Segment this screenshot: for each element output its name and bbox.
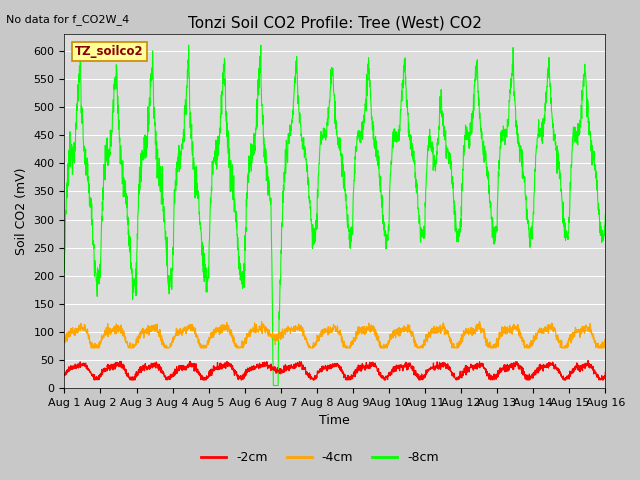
-8cm <box>554 164 562 170</box>
Line: -2cm: -2cm <box>65 360 605 380</box>
-4cm <box>362 324 370 329</box>
-2cm <box>602 370 609 375</box>
Title: Tonzi Soil CO2 Profile: Tree (West) CO2: Tonzi Soil CO2 Profile: Tree (West) CO2 <box>188 15 482 30</box>
-2cm <box>569 369 577 375</box>
-8cm <box>185 42 193 48</box>
-2cm <box>362 360 370 365</box>
-8cm <box>212 146 220 152</box>
-8cm <box>493 229 500 235</box>
-8cm <box>569 132 577 137</box>
-2cm <box>351 372 358 378</box>
Text: TZ_soilco2: TZ_soilco2 <box>76 45 144 58</box>
Y-axis label: Soil CO2 (mV): Soil CO2 (mV) <box>15 168 28 255</box>
Line: -8cm: -8cm <box>65 45 605 385</box>
-2cm <box>554 367 561 372</box>
-4cm <box>493 339 500 345</box>
-4cm <box>476 319 483 324</box>
-2cm <box>584 358 592 363</box>
-8cm <box>602 212 609 217</box>
Legend: -2cm, -4cm, -8cm: -2cm, -4cm, -8cm <box>196 446 444 469</box>
-4cm <box>602 339 609 345</box>
-8cm <box>61 270 68 276</box>
-4cm <box>61 338 68 344</box>
-8cm <box>351 171 358 177</box>
-4cm <box>554 336 562 342</box>
-4cm <box>569 333 577 339</box>
-4cm <box>88 345 95 351</box>
-8cm <box>363 71 371 77</box>
-2cm <box>492 376 500 382</box>
Text: No data for f_CO2W_4: No data for f_CO2W_4 <box>6 14 130 25</box>
-4cm <box>351 336 358 342</box>
Line: -4cm: -4cm <box>65 322 605 348</box>
X-axis label: Time: Time <box>319 414 350 427</box>
-2cm <box>212 367 220 372</box>
-2cm <box>90 377 98 383</box>
-2cm <box>61 373 68 379</box>
-4cm <box>212 326 220 332</box>
-8cm <box>269 383 277 388</box>
